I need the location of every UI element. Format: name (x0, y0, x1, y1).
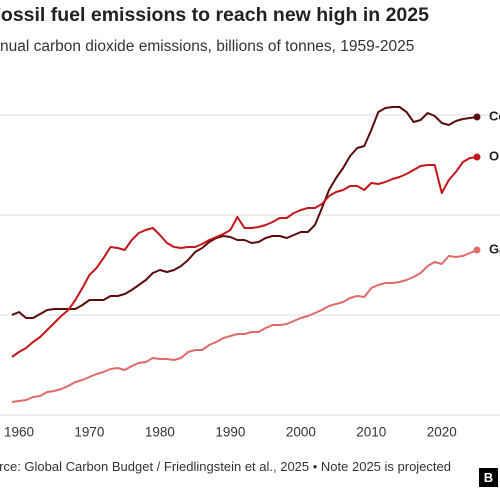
x-tick-label: 1960 (4, 425, 34, 440)
series-line (11, 106, 478, 319)
logo: BBC (479, 468, 500, 487)
logo-letter: B (479, 468, 498, 487)
x-tick-label: 1990 (215, 425, 245, 440)
series-label: Gas (489, 241, 500, 256)
x-tick-label: 2020 (427, 425, 457, 440)
chart-title: Fossil fuel emissions to reach new high … (0, 4, 429, 26)
x-tick-label: 1970 (74, 425, 104, 440)
series-line (11, 156, 478, 358)
end-dot (473, 113, 481, 121)
series-label: Oil (489, 148, 500, 163)
chart-subtitle: Annual carbon dioxide emissions, billion… (0, 38, 414, 55)
series-label: Coal (489, 108, 500, 123)
x-tick-label: 1980 (145, 425, 175, 440)
series-line (11, 249, 478, 403)
source-note: Source: Global Carbon Budget / Friedling… (0, 459, 452, 474)
x-tick-label: 2000 (286, 425, 316, 440)
end-dot (473, 153, 481, 161)
end-dot (473, 246, 481, 254)
x-tick-label: 2010 (356, 425, 386, 440)
